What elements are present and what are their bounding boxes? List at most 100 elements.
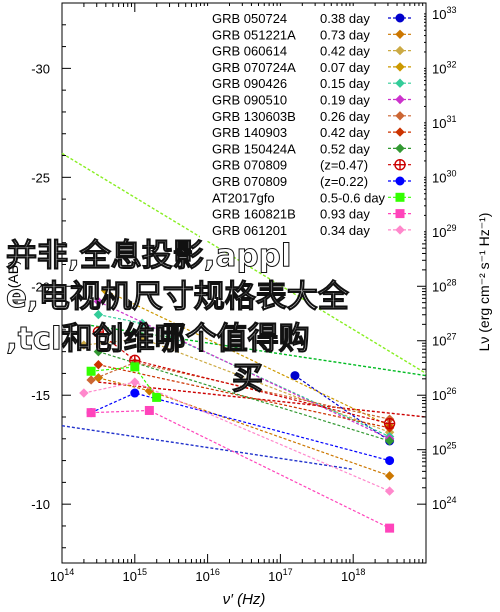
series-line — [105, 290, 390, 427]
data-point — [384, 436, 395, 446]
legend-marker — [395, 78, 405, 88]
data-point — [385, 456, 395, 466]
data-point — [137, 333, 147, 344]
annotation-line-2: e,电视机尺寸规格表大全 — [6, 279, 350, 316]
y-left-tick-label: -30 — [31, 61, 50, 76]
data-point — [130, 362, 140, 372]
legend-marker — [395, 45, 405, 56]
y-right-tick-label: 1032 — [432, 59, 456, 76]
legend-series-name: GRB 070724A — [212, 60, 296, 75]
legend-entry: GRB 050724 0.38 day — [212, 11, 412, 26]
legend-series-name: GRB 061201 — [212, 223, 287, 238]
legend-series-name: GRB 070809 — [212, 174, 287, 189]
legend-series-value: 0.93 day — [320, 207, 370, 222]
legend-entry: GRB 070809 (z=0.47) — [212, 158, 412, 173]
legend-series-name: GRB 050724 — [212, 11, 287, 26]
y-left-tick-label: -20 — [31, 279, 50, 294]
legend-marker — [395, 29, 405, 40]
data-point — [93, 309, 104, 320]
reference-line — [61, 425, 354, 470]
legend-series-value: 0.42 day — [320, 125, 370, 140]
series-line — [83, 337, 390, 433]
x-tick-label: 1017 — [268, 567, 292, 584]
legend-series-value: 0.07 day — [320, 60, 370, 75]
legend-series-value: (z=0.47) — [320, 158, 368, 173]
y-right-tick-label: 1025 — [432, 441, 456, 458]
y-left-tick-label: -25 — [31, 170, 50, 185]
reference-line — [91, 324, 427, 377]
data-point — [86, 366, 96, 376]
y-right-tick-label: 1033 — [432, 5, 456, 22]
legend-entry: GRB 051221A 0.73 day — [212, 27, 412, 42]
data-point — [93, 296, 104, 307]
legend-entry: GRB 070724A 0.07 day — [212, 60, 412, 75]
legend-series-value: 0.38 day — [320, 11, 370, 26]
data-point — [384, 471, 395, 481]
legend-entry: GRB 130603B 0.26 day — [212, 109, 412, 124]
legend-entry: GRB 090510 0.19 day — [212, 93, 412, 108]
legend-marker — [395, 62, 405, 72]
legend-marker — [395, 111, 405, 121]
left-axis-label: M (AB) — [5, 260, 21, 304]
x-tick-label: 1018 — [341, 567, 365, 584]
annotation-line-3: ,tcl和创维哪个值得购 — [6, 321, 311, 358]
data-point — [290, 371, 300, 381]
legend-marker — [395, 176, 405, 186]
legend-series-name: GRB 090510 — [212, 93, 287, 108]
legend-series-name: GRB 060614 — [212, 44, 287, 59]
legend-series-name: AT2017gfo — [212, 190, 275, 205]
data-point — [383, 417, 396, 430]
legend-series-name: GRB 150424A — [212, 141, 296, 156]
legend-marker — [395, 13, 405, 23]
series-line — [98, 351, 390, 442]
legend-background — [200, 6, 424, 241]
x-tick-label: 1016 — [195, 567, 219, 584]
legend-entry: GRB 160821B 0.93 day — [212, 207, 412, 222]
series-line — [91, 409, 390, 529]
data-point — [384, 486, 395, 496]
data-point — [130, 388, 140, 398]
y-left-tick-label: -10 — [31, 497, 50, 512]
legend-marker — [395, 127, 405, 137]
legend-series-name: GRB 160821B — [212, 207, 296, 222]
data-point — [130, 377, 140, 387]
y-right-tick-label: 1028 — [432, 277, 456, 294]
series-line — [98, 314, 390, 438]
right-axis-label: Lν (erg cm⁻² s⁻¹ Hz⁻¹) — [476, 213, 492, 352]
data-point — [385, 523, 395, 533]
y-right-tick-label: 1024 — [432, 495, 456, 512]
y-left-tick-label: -15 — [31, 388, 50, 403]
legend-marker — [395, 192, 405, 202]
legend-series-value: 0.42 day — [320, 44, 370, 59]
y-right-tick-label: 1031 — [432, 114, 456, 131]
data-point — [152, 392, 162, 402]
data-point — [86, 408, 96, 418]
data-point — [100, 285, 111, 296]
legend-marker — [395, 94, 405, 105]
legend-entry: GRB 060614 0.42 day — [212, 44, 412, 59]
legend-entry: GRB 090426 0.15 day — [212, 76, 412, 91]
legend-series-value: 0.15 day — [320, 76, 370, 91]
legend-entry: GRB 061201 0.34 day — [212, 223, 412, 238]
series-line — [83, 381, 390, 492]
legend-series-value: 0.19 day — [320, 93, 370, 108]
legend-entry: GRB 150424A 0.52 day — [212, 141, 412, 156]
y-right-tick-label: 1026 — [432, 386, 456, 403]
legend-entry: AT2017gfo 0.5-0.6 day — [212, 190, 412, 205]
annotation-line-4: 买 — [232, 361, 264, 398]
series-line — [294, 375, 390, 442]
y-right-tick-label: 1029 — [432, 223, 456, 240]
legend-series-value: 0.73 day — [320, 27, 370, 42]
y-right-tick-label: 1027 — [432, 332, 456, 349]
legend-series-name: GRB 070809 — [212, 158, 287, 173]
legend-series-name: GRB 051221A — [212, 27, 296, 42]
annotation-line-1: 并非,全息投影,appl — [5, 238, 292, 275]
legend-entry: GRB 140903 0.42 day — [212, 125, 412, 140]
legend-series-name: GRB 140903 — [212, 125, 287, 140]
series-line — [98, 300, 390, 440]
data-point — [92, 326, 105, 338]
data-point — [86, 375, 96, 385]
legend-marker — [394, 158, 406, 171]
data-point — [93, 346, 104, 357]
